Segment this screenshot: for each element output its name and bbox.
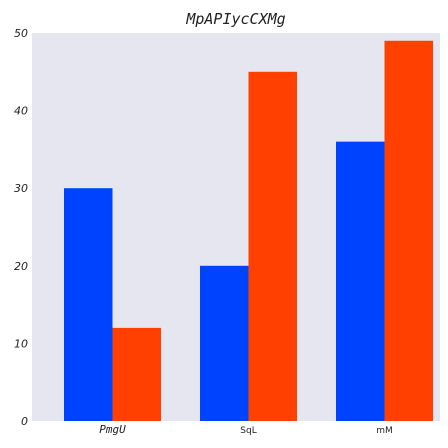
bar-sql-series-2	[248, 71, 297, 422]
bar-mm-series-1	[336, 141, 385, 421]
bars-group	[64, 40, 433, 422]
y-tick-label: 20	[14, 260, 28, 273]
x-axis-ticks: PmgU SqL mM	[99, 423, 393, 436]
bar-pmgu-series-2	[112, 327, 161, 421]
y-tick-label: 50	[14, 27, 28, 40]
y-tick-label: 40	[14, 105, 28, 118]
bar-pmgu-series-1	[64, 188, 113, 421]
bar-sql-series-1	[200, 265, 249, 421]
y-tick-label: 0	[21, 415, 28, 428]
y-tick-label: 10	[14, 337, 28, 350]
x-tick-label: PmgU	[99, 423, 126, 436]
y-tick-label: 30	[14, 182, 28, 195]
y-axis-ticks: 0 10 20 30 40 50	[14, 27, 28, 428]
x-tick-label: mM	[376, 426, 393, 436]
x-tick-label: SqL	[240, 426, 256, 436]
chart-title: MpAPIycCXMg	[185, 10, 285, 28]
bar-mm-series-2	[384, 40, 433, 421]
